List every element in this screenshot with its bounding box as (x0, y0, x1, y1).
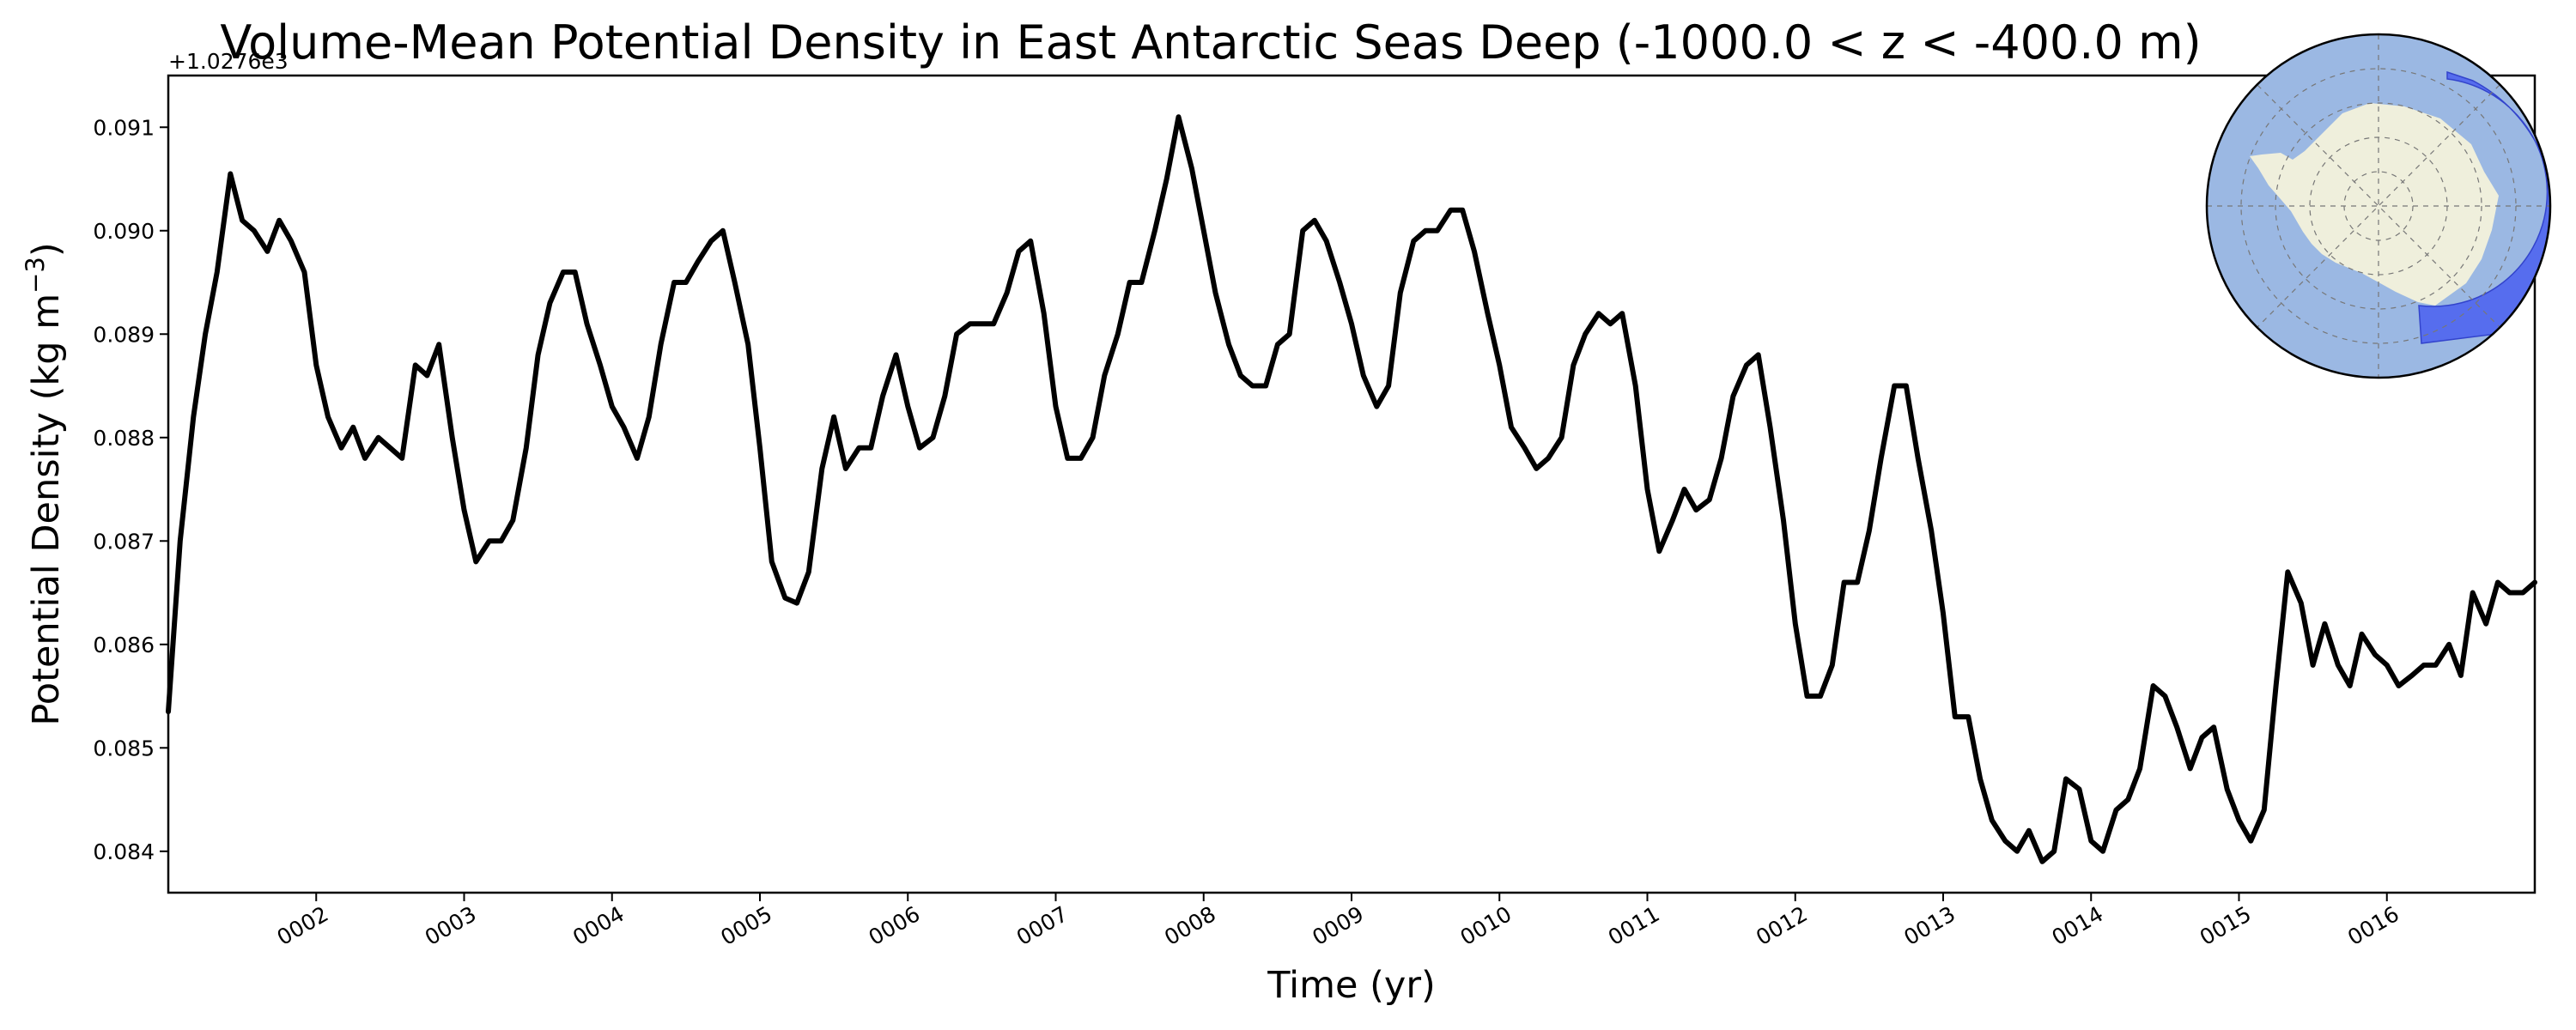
x-tick-label: 0011 (1604, 901, 1664, 950)
y-axis-ticks: 0.084 0.085 0.086 0.087 0.088 0.089 0.090 0.091 (93, 115, 168, 864)
x-tick-label: 0012 (1752, 901, 1812, 950)
x-tick-label: 0015 (2196, 901, 2256, 950)
x-tick-label: 0007 (1012, 901, 1072, 950)
y-tick-label: 0.088 (93, 426, 155, 451)
y-tick-label: 0.089 (93, 322, 155, 347)
chart-title: Volume-Mean Potential Density in East An… (220, 15, 2201, 70)
x-tick-label: 0010 (1456, 901, 1516, 950)
y-axis-label-exponent: −3 (21, 257, 50, 294)
y-offset-label: +1.0276e3 (168, 49, 289, 74)
x-tick-label: 0002 (273, 901, 333, 950)
y-tick-label: 0.085 (93, 736, 155, 760)
x-tick-label: 0016 (2343, 901, 2403, 950)
x-tick-label: 0009 (1308, 901, 1368, 950)
inset-map (2205, 33, 2552, 379)
y-tick-label: 0.084 (93, 839, 155, 864)
x-tick-label: 0014 (2048, 901, 2108, 950)
x-tick-label: 0013 (1899, 901, 1959, 950)
y-axis-label-main: Potential Density (kg m (25, 294, 68, 726)
plot-frame (167, 74, 2537, 894)
x-tick-label: 0006 (865, 901, 925, 950)
x-tick-label: 0008 (1160, 901, 1220, 950)
series-line (166, 114, 2537, 864)
x-axis-ticks: 0002 0003 0004 0005 0006 0007 0008 0009 0010 0011… (273, 893, 2403, 950)
y-axis-label: Potential Density (kg m−3) (21, 242, 68, 725)
x-tick-label: 0003 (421, 901, 481, 950)
y-tick-label: 0.087 (93, 529, 155, 554)
y-tick-label: 0.091 (93, 115, 155, 140)
x-tick-label: 0005 (716, 901, 776, 950)
y-tick-label: 0.086 (93, 633, 155, 657)
map-antarctica-land (2250, 103, 2499, 306)
x-axis-label: Time (yr) (1267, 964, 1436, 1007)
y-tick-label: 0.090 (93, 219, 155, 244)
y-axis-label-close: ) (25, 242, 68, 257)
x-tick-label: 0004 (568, 901, 629, 950)
